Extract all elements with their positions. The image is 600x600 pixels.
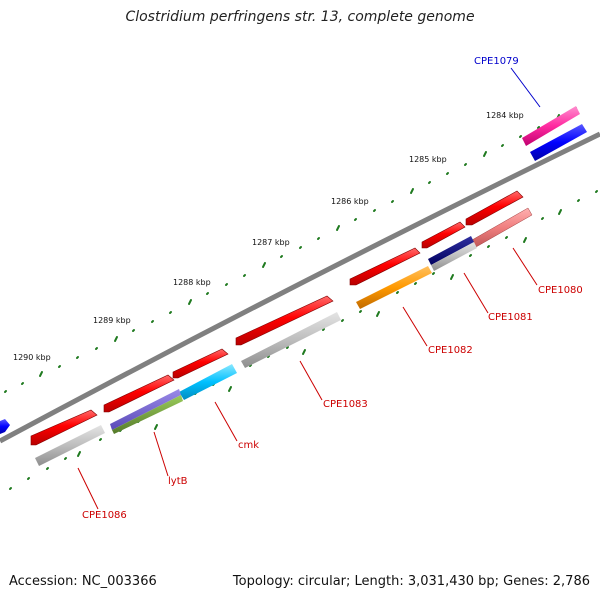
gene-label-cpe1080[interactable]: CPE1080 <box>538 285 583 296</box>
genome-summary-text: Topology: circular; Length: 3,031,430 bp… <box>232 574 590 589</box>
feature-block[interactable] <box>530 124 587 161</box>
gene-labels: CPE1079 CPE1080 CPE1081 CPE1082 CPE1083 … <box>82 56 583 521</box>
tick-label-1285: 1285 kbp <box>409 155 447 164</box>
feature-block[interactable] <box>522 106 580 146</box>
lower-strand-features <box>35 106 587 466</box>
feature-arrow[interactable] <box>421 221 466 249</box>
feature-arrow[interactable] <box>103 374 175 413</box>
feature-block[interactable] <box>35 425 105 466</box>
feature-arrow[interactable] <box>349 247 421 286</box>
feature-arrow[interactable] <box>172 348 229 379</box>
gene-label-cpe1082[interactable]: CPE1082 <box>428 345 473 356</box>
feature-block[interactable] <box>356 266 432 309</box>
map-title: Clostridium perfringens str. 13, complet… <box>125 9 475 25</box>
tick-label-1287: 1287 kbp <box>252 238 290 247</box>
gene-label-lytb[interactable]: lytB <box>168 476 188 487</box>
inner-tick-row <box>9 190 598 490</box>
feature-block[interactable] <box>428 236 474 265</box>
feature-block[interactable] <box>110 389 181 430</box>
outer-tick-row <box>4 107 577 393</box>
feature-block[interactable] <box>112 395 183 434</box>
label-leaders <box>77 67 541 510</box>
feature-arrow[interactable] <box>235 295 334 346</box>
tick-label-1286: 1286 kbp <box>331 197 369 206</box>
tick-label-1290: 1290 kbp <box>13 353 51 362</box>
feature-block[interactable] <box>241 312 341 368</box>
kbp-labels: 1284 kbp 1285 kbp 1286 kbp 1287 kbp 1288… <box>13 111 524 362</box>
tick-label-1289: 1289 kbp <box>93 316 131 325</box>
gene-label-cpe1086[interactable]: CPE1086 <box>82 510 127 521</box>
gene-label-cmk[interactable]: cmk <box>238 440 259 451</box>
feature-block[interactable] <box>431 242 477 271</box>
feature-block[interactable] <box>179 364 237 400</box>
feature-arrow[interactable] <box>30 409 98 446</box>
upper-strand-features <box>30 190 524 446</box>
genome-backbone <box>0 131 600 444</box>
partial-feature-arrow[interactable] <box>0 419 10 434</box>
gene-label-cpe1083[interactable]: CPE1083 <box>323 399 368 410</box>
gene-label-cpe1081[interactable]: CPE1081 <box>488 312 533 323</box>
tick-label-1288: 1288 kbp <box>173 278 211 287</box>
accession-text: Accession: NC_003366 <box>9 574 157 589</box>
feature-arrow[interactable] <box>465 190 524 226</box>
tick-label-1284: 1284 kbp <box>486 111 524 120</box>
gene-label-cpe1079[interactable]: CPE1079 <box>474 56 519 67</box>
